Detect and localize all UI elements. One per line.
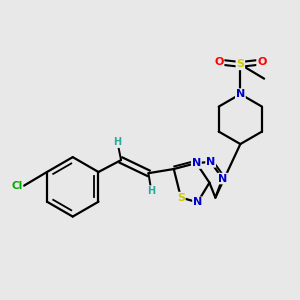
Text: H: H xyxy=(113,137,122,147)
Text: N: N xyxy=(193,197,202,207)
Text: S: S xyxy=(177,193,185,202)
Text: N: N xyxy=(218,173,227,184)
Text: O: O xyxy=(257,57,266,67)
Text: Cl: Cl xyxy=(11,181,22,191)
Text: N: N xyxy=(236,89,245,99)
Text: N: N xyxy=(192,158,201,168)
Text: N: N xyxy=(206,157,215,167)
Text: S: S xyxy=(236,59,244,69)
Text: H: H xyxy=(147,186,155,196)
Text: O: O xyxy=(214,57,224,67)
